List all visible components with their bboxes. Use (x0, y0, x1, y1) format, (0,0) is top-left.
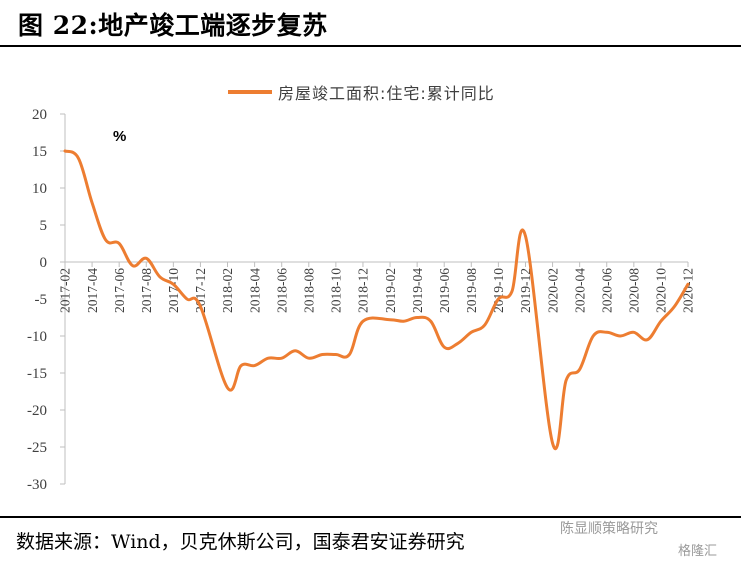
y-tick-label: 0 (40, 255, 48, 271)
y-tick-label: 10 (32, 181, 47, 197)
y-tick-label: 20 (32, 107, 47, 123)
x-tick-label: 2018-02 (220, 268, 235, 313)
x-tick-label: 2020-12 (681, 268, 696, 313)
x-tick-label: 2019-04 (410, 268, 425, 313)
x-tick-label: 2018-10 (329, 268, 344, 313)
x-tick-label: 2017-04 (85, 268, 100, 313)
watermark: 陈显顺策略研究 格隆汇 (560, 518, 717, 559)
x-tick-label: 2018-06 (274, 268, 289, 313)
x-tick-label: 2017-06 (112, 268, 127, 313)
top-rule (0, 45, 741, 47)
x-tick-label: 2020-06 (599, 268, 614, 313)
x-tick-label: 2019-06 (437, 268, 452, 313)
y-tick-label: -20 (27, 403, 47, 419)
x-tick-label: 2019-02 (383, 268, 398, 313)
x-tick-label: 2019-08 (464, 268, 479, 313)
watermark-brand: 格隆汇 (678, 544, 718, 559)
x-tick-label: 2020-02 (545, 268, 560, 313)
line-chart: 20 15 10 5 0 -5 -10 -15 -20 -25 -30 2017-02 2017-04 2… (27, 107, 696, 493)
y-tick-label: -5 (35, 292, 48, 308)
source-note: 数据来源：Wind，贝克休斯公司，国泰君安证券研究 (16, 531, 465, 553)
y-tick-label: -15 (27, 366, 47, 382)
y-tick-label: -10 (27, 329, 47, 345)
unit-label: % (113, 128, 127, 145)
y-tick-label: -30 (27, 477, 47, 493)
bottom-rule (0, 516, 741, 518)
x-tick-label: 2019-10 (491, 268, 506, 313)
x-tick-label: 2019-12 (518, 268, 533, 313)
x-tick-label: 2017-10 (166, 268, 181, 313)
x-tick-label: 2017-02 (58, 268, 73, 313)
y-tick-label: 5 (40, 218, 48, 234)
x-tick-label: 2020-04 (572, 268, 587, 313)
figure-title: 图 22:地产竣工端逐步复苏 (18, 11, 328, 40)
x-tick-label: 2017-08 (139, 268, 154, 313)
legend-label: 房屋竣工面积:住宅:累计同比 (278, 84, 495, 103)
x-tick-label: 2020-08 (627, 268, 642, 313)
x-tick-label: 2020-10 (654, 268, 669, 313)
x-tick-label: 2018-04 (247, 268, 262, 313)
chart-legend: 房屋竣工面积:住宅:累计同比 (228, 80, 495, 104)
watermark-wechat: 陈显顺策略研究 (560, 521, 658, 537)
y-tick-label: -25 (27, 440, 47, 456)
x-tick-label: 2018-08 (302, 268, 317, 313)
series-line-0 (63, 149, 690, 450)
y-tick-label: 15 (32, 144, 47, 160)
legend-swatch (228, 90, 272, 94)
x-tick-label: 2018-12 (356, 268, 371, 313)
